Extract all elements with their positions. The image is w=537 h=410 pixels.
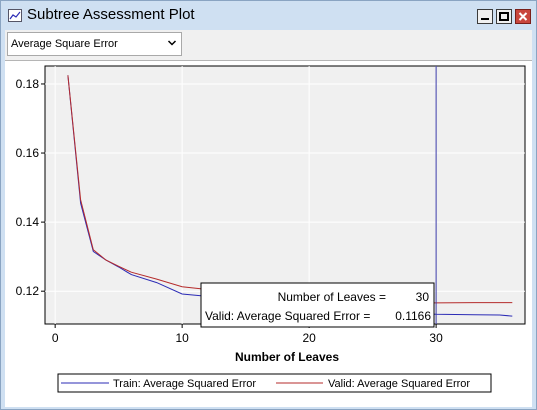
- close-icon: [518, 12, 528, 21]
- x-tick-label: 0: [52, 331, 59, 345]
- tooltip-valid-value: 0.1166: [395, 309, 431, 323]
- maximize-icon: [499, 12, 509, 21]
- minimize-icon: [481, 18, 489, 20]
- title-bar[interactable]: Subtree Assessment Plot: [2, 2, 535, 29]
- close-button[interactable]: [515, 9, 531, 24]
- legend-train-label: Train: Average Squared Error: [113, 378, 256, 390]
- minimize-button[interactable]: [477, 9, 493, 24]
- x-axis-title: Number of Leaves: [235, 350, 339, 364]
- statistic-dropdown[interactable]: Average Square Error: [7, 32, 182, 56]
- y-tick-label: 0.14: [16, 215, 40, 229]
- legend-valid-label: Valid: Average Squared Error: [328, 378, 470, 390]
- y-tick-label: 0.16: [16, 146, 40, 160]
- line-chart-icon: [8, 9, 22, 22]
- tooltip-leaves-value: 30: [416, 290, 430, 304]
- x-tick-label: 10: [175, 331, 189, 345]
- window-title: Subtree Assessment Plot: [27, 6, 195, 23]
- plot-panel: 0 10 20 30 0.12 0.14 0.16 0.18 Number of Leaves…: [5, 60, 532, 407]
- selection-tooltip: Number of Leaves = 30 Valid: Average Squ…: [200, 282, 435, 328]
- subtree-assessment-chart[interactable]: 0 10 20 30 0.12 0.14 0.16 0.18 Number of Leaves…: [5, 61, 532, 408]
- tooltip-valid-label: Valid: Average Squared Error =: [205, 309, 370, 323]
- chevron-down-icon[interactable]: [166, 37, 178, 49]
- x-tick-label: 30: [429, 331, 443, 345]
- tooltip-leaves-label: Number of Leaves =: [278, 290, 386, 304]
- plot-area[interactable]: [44, 65, 526, 325]
- y-tick-label: 0.18: [16, 77, 40, 91]
- maximize-button[interactable]: [496, 9, 512, 24]
- x-tick-label: 20: [302, 331, 316, 345]
- statistic-dropdown-value: Average Square Error: [11, 38, 118, 50]
- legend: Train: Average Squared Error Valid: Aver…: [57, 373, 492, 393]
- window-client-area: Average Square Error 0 10 20 30 0.12 0.14 0.16…: [5, 30, 532, 407]
- y-tick-label: 0.12: [16, 284, 40, 298]
